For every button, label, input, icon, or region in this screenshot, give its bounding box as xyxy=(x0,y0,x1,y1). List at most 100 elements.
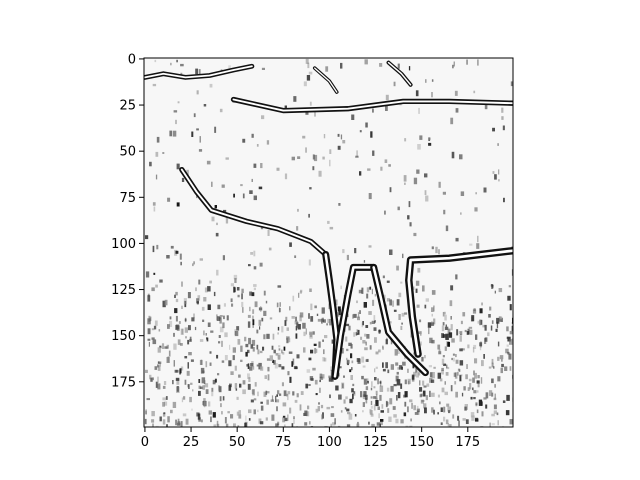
texture-cell xyxy=(296,226,299,231)
texture-cell xyxy=(222,255,225,261)
texture-cell xyxy=(260,401,263,404)
texture-cell xyxy=(460,320,463,325)
texture-cell xyxy=(317,406,320,412)
texture-cell xyxy=(259,262,263,267)
texture-cell xyxy=(237,294,240,298)
texture-cell xyxy=(370,413,374,417)
texture-cell xyxy=(356,358,360,362)
texture-cell xyxy=(449,424,452,427)
texture-cell xyxy=(177,418,180,424)
texture-cell xyxy=(419,394,422,398)
texture-cell xyxy=(459,154,463,160)
texture-cell xyxy=(476,409,479,414)
texture-cell xyxy=(477,382,480,388)
texture-cell xyxy=(182,413,187,417)
texture-cell xyxy=(147,338,151,341)
texture-cell xyxy=(416,372,419,378)
texture-cell xyxy=(257,391,259,397)
texture-cell xyxy=(442,355,445,358)
texture-cell xyxy=(270,399,274,402)
texture-cell xyxy=(494,174,497,180)
texture-cell xyxy=(162,152,165,154)
texture-cell xyxy=(483,354,485,359)
texture-cell xyxy=(443,406,446,413)
texture-cell xyxy=(396,395,398,401)
texture-cell xyxy=(175,250,179,254)
texture-cell xyxy=(351,367,353,371)
texture-cell xyxy=(374,293,376,297)
y-tick-label: 175 xyxy=(111,375,136,390)
texture-cell xyxy=(249,190,253,194)
texture-cell xyxy=(312,367,316,371)
texture-cell xyxy=(217,304,221,310)
texture-cell xyxy=(266,399,269,405)
texture-cell xyxy=(204,401,206,408)
texture-cell xyxy=(234,365,237,371)
texture-cell xyxy=(370,131,373,138)
texture-cell xyxy=(441,387,445,393)
texture-cell xyxy=(147,318,151,325)
texture-cell xyxy=(330,366,334,371)
texture-cell xyxy=(147,293,150,297)
texture-cell xyxy=(228,65,231,71)
texture-cell xyxy=(480,377,483,384)
texture-cell xyxy=(221,411,223,415)
texture-cell xyxy=(365,341,367,346)
texture-cell xyxy=(497,420,499,426)
texture-cell xyxy=(428,327,430,335)
texture-cell xyxy=(329,226,334,230)
texture-cell xyxy=(179,343,183,346)
texture-cell xyxy=(289,306,291,311)
y-tick-label: 125 xyxy=(111,283,136,298)
texture-cell xyxy=(464,329,467,333)
texture-cell xyxy=(481,302,483,306)
texture-cell xyxy=(272,333,275,340)
texture-cell xyxy=(198,385,201,389)
texture-cell xyxy=(373,404,376,411)
texture-cell xyxy=(306,369,311,373)
texture-cell xyxy=(479,345,482,351)
texture-cell xyxy=(310,316,314,322)
texture-cell xyxy=(368,311,372,315)
texture-cell xyxy=(457,371,459,376)
texture-cell xyxy=(352,314,354,319)
texture-cell xyxy=(361,375,364,380)
texture-cell xyxy=(257,409,259,413)
texture-cell xyxy=(294,399,298,403)
texture-cell xyxy=(443,416,446,422)
texture-cell xyxy=(224,332,228,338)
texture-cell xyxy=(242,380,246,385)
texture-cell xyxy=(267,229,270,236)
texture-cell xyxy=(443,311,446,315)
texture-cell xyxy=(372,299,375,306)
y-tick-label: 50 xyxy=(119,145,136,160)
texture-cell xyxy=(203,398,206,403)
texture-cell xyxy=(265,300,268,304)
texture-cell xyxy=(198,149,203,152)
texture-cell xyxy=(219,108,223,113)
texture-cell xyxy=(242,307,244,313)
texture-cell xyxy=(294,255,297,258)
texture-cell xyxy=(192,263,194,267)
texture-cell xyxy=(385,106,388,111)
texture-cell xyxy=(271,345,274,350)
texture-cell xyxy=(435,246,438,254)
texture-cell xyxy=(407,215,410,220)
texture-cell xyxy=(227,411,230,414)
texture-cell xyxy=(277,355,281,360)
texture-cell xyxy=(356,423,360,427)
texture-cell xyxy=(385,362,388,369)
texture-cell xyxy=(314,379,318,385)
texture-cell xyxy=(393,309,397,312)
texture-cell xyxy=(317,318,322,322)
texture-cell xyxy=(438,249,440,255)
texture-cell xyxy=(216,269,219,276)
texture-cell xyxy=(493,410,497,414)
texture-cell xyxy=(254,301,258,308)
texture-cell xyxy=(346,357,348,361)
texture-cell xyxy=(360,336,363,340)
texture-cell xyxy=(413,177,418,185)
texture-cell xyxy=(331,339,334,344)
texture-cell xyxy=(180,421,183,427)
texture-cell xyxy=(151,337,155,340)
